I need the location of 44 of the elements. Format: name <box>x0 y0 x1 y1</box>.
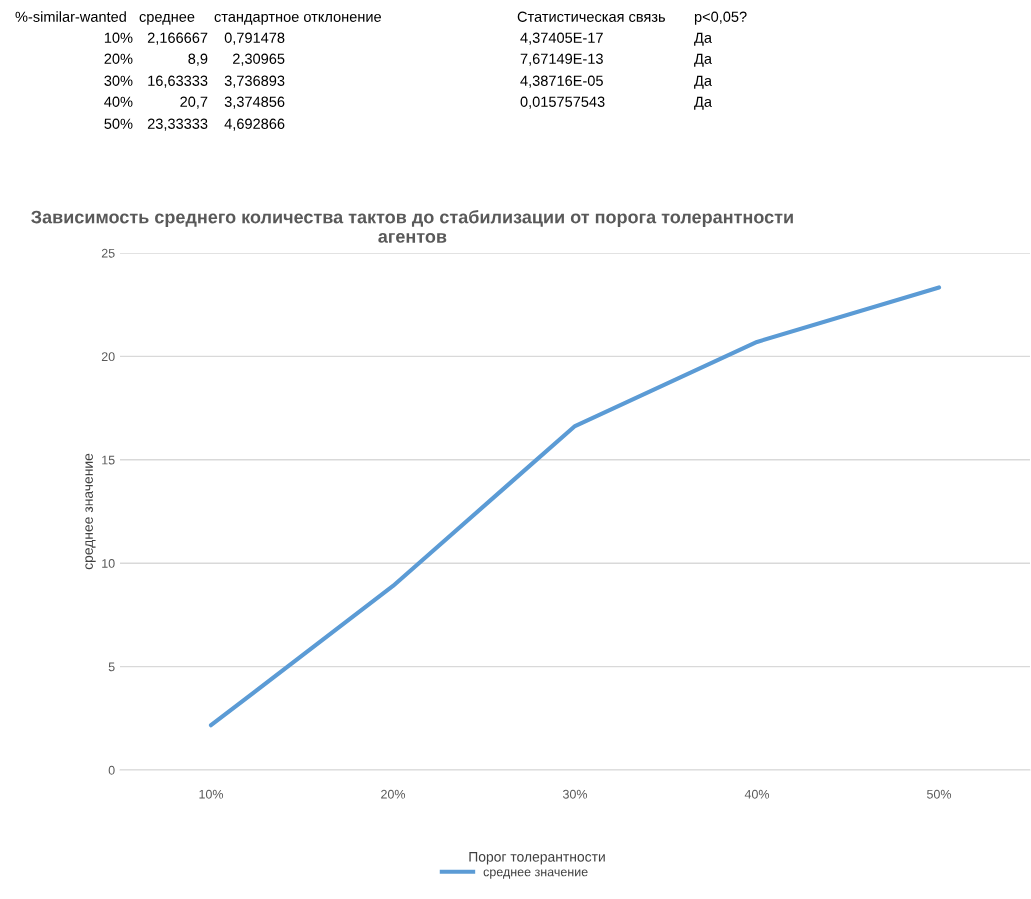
text: 2,30965 <box>233 53 285 66</box>
category-label: 40% <box>104 96 133 107</box>
y-tick-label: 15 <box>102 455 115 465</box>
text: 0,791478 <box>224 32 285 45</box>
y-tick-label: 10 <box>102 559 115 568</box>
x-tick-label: 20% <box>381 789 406 799</box>
y-tick-label: 0 <box>108 765 115 775</box>
y-axis-title: среднее значение <box>85 453 96 570</box>
text: 4,38716E-05 <box>520 75 603 88</box>
legend-label: среднее значение <box>483 869 588 879</box>
chart-title: Зависимость среднего количества тактов до стабилизации от порога толерантности агентов <box>31 210 793 243</box>
line-series <box>208 285 942 728</box>
category-label: 10% <box>104 32 133 43</box>
category-label: 50% <box>104 118 133 129</box>
text: 4,37405E-17 <box>520 32 603 45</box>
text: 23,33333 <box>147 118 208 131</box>
text: 4,692866 <box>224 118 285 131</box>
text: Да <box>694 96 712 110</box>
x-tick-label: 50% <box>926 789 952 799</box>
text: 2,166667 <box>147 32 208 45</box>
y-tick-label: 20 <box>101 352 115 362</box>
text: Да <box>694 53 712 67</box>
category-label: 30% <box>104 75 133 86</box>
text: Да <box>694 75 712 89</box>
text: 0,015757543 <box>520 96 605 109</box>
text: 8,9 <box>188 53 208 66</box>
x-tick-label: 40% <box>744 789 770 799</box>
category-label: 20% <box>104 53 133 64</box>
text: среднее <box>139 13 195 25</box>
text: %-similar-wanted <box>15 11 126 22</box>
text: 3,736893 <box>224 75 285 88</box>
text: p<0,05? <box>694 11 747 25</box>
y-tick-label: 25 <box>101 248 115 258</box>
text: 20,7 <box>180 96 208 109</box>
x-tick-label: 30% <box>562 789 588 799</box>
y-tick-label: 5 <box>108 662 115 672</box>
text: Статистическая связь <box>517 11 665 22</box>
x-tick-label: 10% <box>199 789 224 799</box>
text: 16,63333 <box>148 75 208 88</box>
text: 3,374856 <box>224 96 285 109</box>
text: стандартное отклонение <box>214 13 381 25</box>
text: Да <box>694 32 712 46</box>
x-axis-title: Порог толерантности <box>469 852 605 865</box>
text: 7,67149E-13 <box>520 53 603 66</box>
